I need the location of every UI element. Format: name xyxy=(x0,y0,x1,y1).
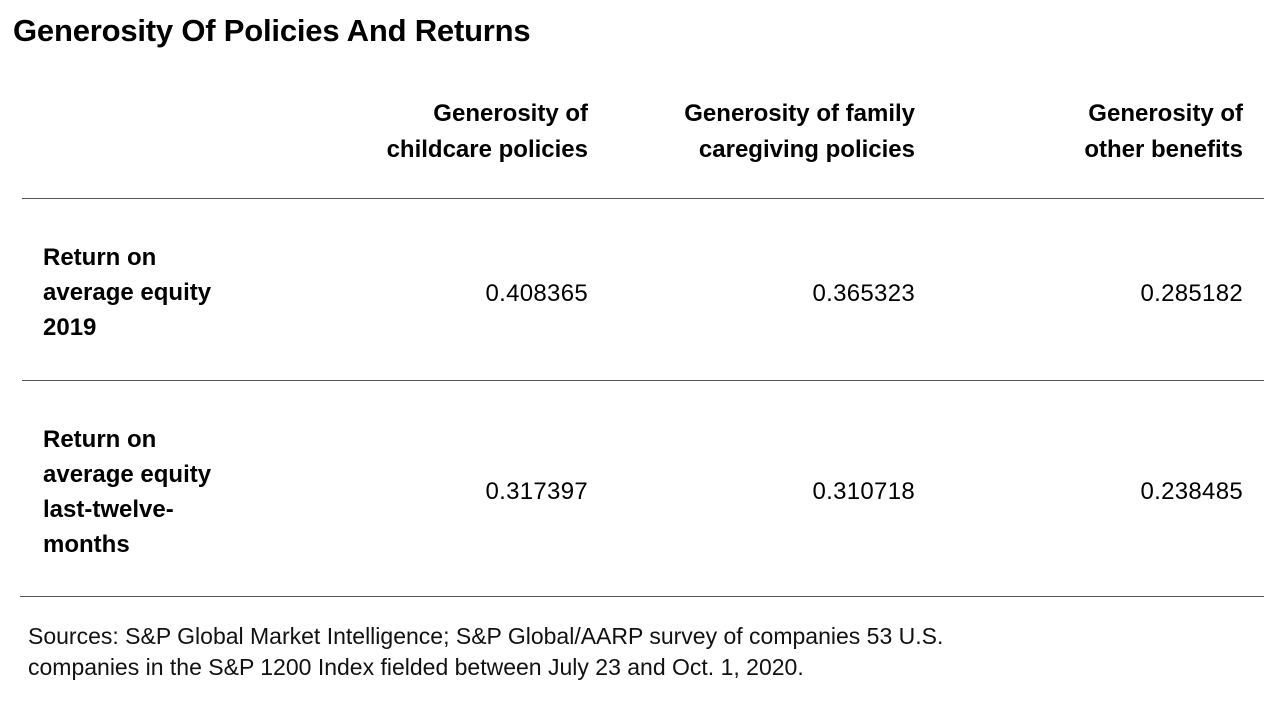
header-divider xyxy=(22,198,1264,199)
row-label-line: 2019 xyxy=(43,314,97,341)
column-header-line: other benefits xyxy=(1084,136,1243,163)
column-header-line: Generosity of xyxy=(433,100,588,127)
row-divider xyxy=(22,380,1264,381)
table-bottom-divider xyxy=(20,596,1264,597)
column-header-family-caregiving: Generosity of family caregiving policies xyxy=(684,96,915,168)
row-label-line: average equity xyxy=(43,279,212,306)
source-line: companies in the S&P 1200 Index fielded … xyxy=(28,654,804,680)
row-label-roe-ltm: Return on average equity last-twelve- mo… xyxy=(43,422,211,562)
row-label-line: Return on xyxy=(43,426,157,453)
row-label-line: Return on xyxy=(43,244,157,271)
page-title: Generosity Of Policies And Returns xyxy=(13,13,531,48)
column-header-childcare: Generosity of childcare policies xyxy=(387,96,588,168)
source-line: Sources: S&P Global Market Intelligence;… xyxy=(28,623,944,649)
column-header-line: childcare policies xyxy=(386,136,588,163)
row-label-line: last-twelve- xyxy=(43,496,174,523)
column-header-other-benefits: Generosity of other benefits xyxy=(1084,96,1243,168)
table-cell: 0.408365 xyxy=(485,280,588,307)
table-cell: 0.285182 xyxy=(1140,280,1243,307)
column-header-line: Generosity of xyxy=(1088,100,1243,127)
column-header-line: caregiving policies xyxy=(698,136,915,163)
table-cell: 0.317397 xyxy=(485,478,588,505)
table-cell: 0.310718 xyxy=(812,478,915,505)
column-header-line: Generosity of family xyxy=(684,100,915,127)
table-cell: 0.365323 xyxy=(812,280,915,307)
table-cell: 0.238485 xyxy=(1140,478,1243,505)
row-label-roe-2019: Return on average equity 2019 xyxy=(43,240,211,345)
row-label-line: months xyxy=(43,531,130,558)
source-note: Sources: S&P Global Market Intelligence;… xyxy=(28,621,943,683)
row-label-line: average equity xyxy=(43,461,212,488)
